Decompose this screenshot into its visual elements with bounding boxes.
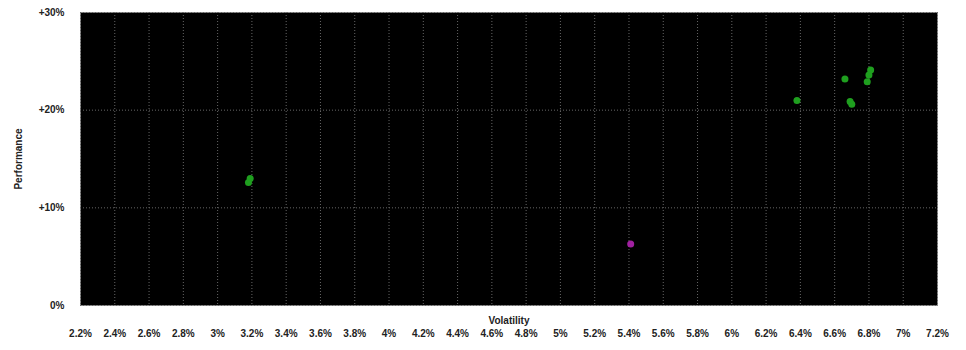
svg-text:4.4%: 4.4%	[446, 328, 469, 339]
svg-text:5.6%: 5.6%	[652, 328, 675, 339]
svg-text:7%: 7%	[896, 328, 911, 339]
svg-text:6.6%: 6.6%	[823, 328, 846, 339]
svg-text:7.2%: 7.2%	[926, 328, 949, 339]
svg-text:+20%: +20%	[39, 104, 65, 115]
svg-text:0%: 0%	[50, 300, 65, 311]
svg-text:3.4%: 3.4%	[275, 328, 298, 339]
svg-text:5.2%: 5.2%	[583, 328, 606, 339]
svg-text:+30%: +30%	[39, 7, 65, 18]
svg-text:2.6%: 2.6%	[138, 328, 161, 339]
svg-text:5.8%: 5.8%	[686, 328, 709, 339]
svg-text:2.8%: 2.8%	[172, 328, 195, 339]
svg-text:+10%: +10%	[39, 202, 65, 213]
svg-text:Performance: Performance	[13, 128, 24, 190]
svg-text:6.4%: 6.4%	[789, 328, 812, 339]
svg-text:2.2%: 2.2%	[69, 328, 92, 339]
svg-text:3.6%: 3.6%	[309, 328, 332, 339]
svg-text:3%: 3%	[210, 328, 225, 339]
svg-text:6.8%: 6.8%	[858, 328, 881, 339]
svg-text:3.8%: 3.8%	[343, 328, 366, 339]
svg-text:4.8%: 4.8%	[515, 328, 538, 339]
svg-text:4.2%: 4.2%	[412, 328, 435, 339]
svg-text:Volatility: Volatility	[489, 315, 530, 326]
svg-text:5%: 5%	[553, 328, 568, 339]
svg-text:6%: 6%	[725, 328, 740, 339]
svg-text:5.4%: 5.4%	[618, 328, 641, 339]
svg-text:6.2%: 6.2%	[755, 328, 778, 339]
svg-text:4%: 4%	[382, 328, 397, 339]
svg-text:4.6%: 4.6%	[480, 328, 503, 339]
svg-text:2.4%: 2.4%	[103, 328, 126, 339]
svg-text:3.2%: 3.2%	[241, 328, 264, 339]
